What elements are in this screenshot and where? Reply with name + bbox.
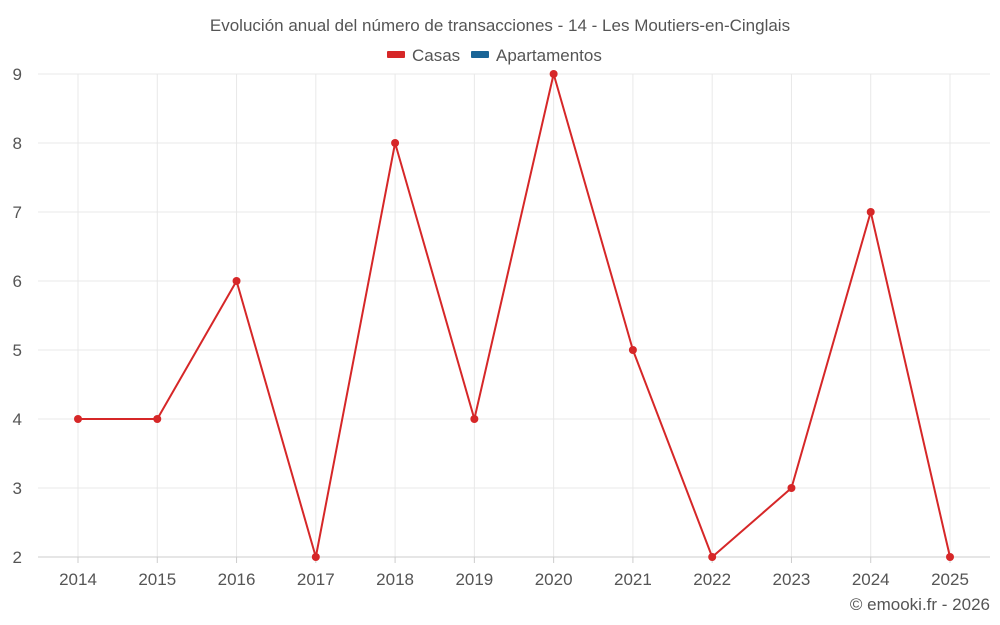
data-point[interactable] — [628, 346, 637, 354]
x-tick-label: 2025 — [931, 570, 969, 589]
y-tick-label: 5 — [13, 341, 22, 360]
legend-item-apartamentos[interactable]: Apartamentos — [471, 46, 602, 65]
x-tick-label: 2021 — [614, 570, 652, 589]
y-tick-label: 9 — [13, 65, 22, 84]
x-tick-label: 2024 — [852, 570, 890, 589]
data-point[interactable] — [708, 553, 717, 561]
legend-item-casas[interactable]: Casas — [387, 46, 460, 65]
y-tick-label: 2 — [13, 548, 22, 567]
y-tick-label: 4 — [13, 410, 22, 429]
y-tick-label: 7 — [13, 203, 22, 222]
legend-swatch-apartamentos — [471, 51, 489, 58]
x-tick-label: 2022 — [693, 570, 731, 589]
x-tick-label: 2020 — [535, 570, 573, 589]
grid — [38, 73, 990, 557]
legend-label-casas: Casas — [412, 46, 460, 65]
x-tick-label: 2017 — [297, 570, 335, 589]
data-point[interactable] — [866, 208, 875, 216]
data-point[interactable] — [470, 415, 479, 423]
data-point[interactable] — [232, 277, 241, 285]
chart-title: Evolución anual del número de transaccio… — [210, 16, 790, 35]
legend: Casas Apartamentos — [387, 46, 602, 65]
data-point[interactable] — [311, 553, 320, 561]
y-tick-label: 3 — [13, 479, 22, 498]
data-point[interactable] — [391, 139, 400, 147]
data-point[interactable] — [549, 70, 558, 78]
x-tick-label: 2014 — [59, 570, 97, 589]
data-point[interactable] — [153, 415, 162, 423]
y-tick-label: 8 — [13, 134, 22, 153]
series-line-casas — [78, 73, 951, 558]
x-tick-label: 2016 — [218, 570, 256, 589]
y-tick-label: 6 — [13, 272, 22, 291]
x-tick-label: 2018 — [376, 570, 414, 589]
credit-text: © emooki.fr - 2026 — [850, 595, 990, 614]
x-tick-label: 2019 — [455, 570, 493, 589]
series-casas — [74, 70, 954, 561]
legend-swatch-casas — [387, 51, 405, 58]
x-tick-label: 2015 — [138, 570, 176, 589]
data-point[interactable] — [74, 415, 82, 423]
x-tick-label: 2023 — [773, 570, 811, 589]
legend-label-apartamentos: Apartamentos — [496, 46, 602, 65]
data-point[interactable] — [787, 484, 796, 492]
data-point[interactable] — [946, 553, 954, 561]
axes: 2 3 4 5 6 7 8 9 2014 2015 2016 2017 2018 2019 2020 2021… — [13, 65, 990, 589]
